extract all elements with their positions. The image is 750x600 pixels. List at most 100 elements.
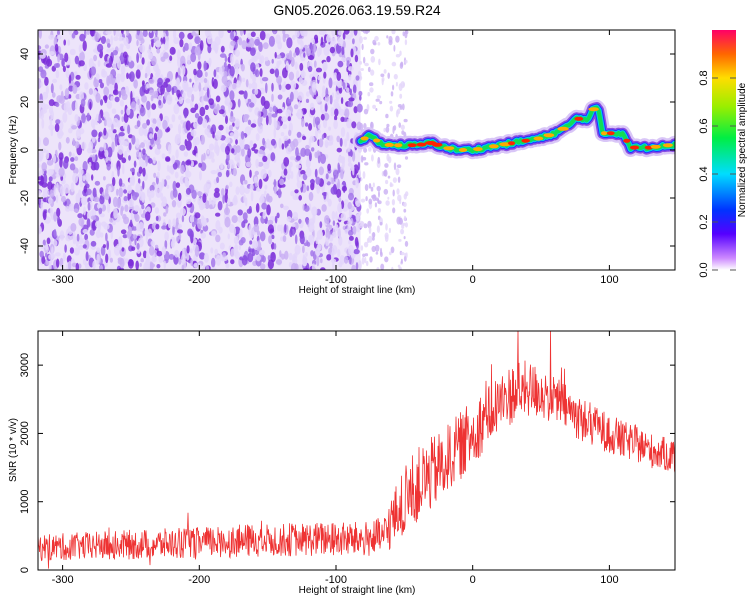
noise-speckle bbox=[117, 120, 121, 128]
noise-speckle bbox=[52, 92, 56, 98]
y-tick-label: 3000 bbox=[19, 353, 31, 377]
noise-speckle bbox=[49, 207, 54, 217]
noise-speckle bbox=[137, 98, 140, 106]
noise-speckle bbox=[315, 37, 318, 43]
noise-speckle bbox=[104, 149, 109, 158]
noise-speckle bbox=[95, 220, 102, 228]
noise-speckle bbox=[243, 144, 250, 150]
noise-speckle bbox=[300, 169, 306, 176]
noise-speckle bbox=[269, 68, 275, 75]
noise-speckle bbox=[88, 162, 92, 167]
noise-speckle bbox=[166, 94, 173, 105]
noise-speckle bbox=[79, 33, 86, 42]
noise-speckle bbox=[369, 87, 374, 93]
noise-speckle bbox=[250, 47, 256, 56]
noise-speckle bbox=[55, 194, 59, 204]
noise-speckle bbox=[116, 188, 119, 196]
noise-speckle bbox=[224, 137, 231, 144]
noise-speckle bbox=[370, 69, 375, 76]
noise-speckle bbox=[327, 198, 332, 207]
noise-speckle bbox=[139, 106, 146, 117]
noise-speckle bbox=[347, 100, 354, 108]
noise-speckle bbox=[328, 126, 331, 131]
signal-peak bbox=[601, 131, 608, 136]
noise-speckle bbox=[290, 56, 295, 67]
noise-speckle bbox=[400, 124, 405, 130]
noise-speckle bbox=[306, 241, 311, 247]
noise-speckle bbox=[352, 92, 357, 100]
noise-speckle bbox=[386, 35, 389, 39]
noise-speckle bbox=[84, 233, 88, 241]
noise-speckle bbox=[108, 73, 114, 85]
noise-speckle bbox=[38, 45, 42, 51]
noise-speckle bbox=[376, 267, 380, 270]
noise-speckle bbox=[342, 82, 346, 90]
snr-plot-area bbox=[38, 331, 675, 569]
noise-speckle bbox=[230, 31, 235, 40]
noise-speckle bbox=[283, 168, 288, 176]
noise-speckle bbox=[321, 91, 326, 99]
noise-speckle bbox=[262, 137, 266, 146]
noise-speckle bbox=[338, 155, 342, 163]
noise-speckle bbox=[213, 191, 220, 198]
noise-speckle bbox=[243, 30, 246, 35]
noise-speckle bbox=[349, 254, 352, 265]
noise-speckle bbox=[403, 215, 407, 221]
noise-speckle bbox=[228, 104, 231, 113]
noise-speckle bbox=[79, 51, 85, 62]
noise-speckle bbox=[136, 248, 141, 254]
noise-speckle bbox=[187, 228, 193, 237]
noise-speckle bbox=[289, 161, 293, 168]
colorbar-tick-label: 0.6 bbox=[698, 118, 710, 133]
noise-speckle bbox=[136, 39, 139, 47]
noise-speckle bbox=[158, 255, 164, 263]
noise-speckle bbox=[146, 83, 150, 89]
noise-speckle bbox=[100, 36, 106, 44]
signal-peak bbox=[650, 144, 661, 149]
noise-speckle bbox=[178, 257, 182, 265]
noise-speckle bbox=[190, 107, 197, 114]
noise-speckle bbox=[172, 225, 175, 236]
noise-speckle bbox=[389, 182, 392, 188]
noise-speckle bbox=[172, 30, 177, 40]
noise-speckle bbox=[118, 32, 123, 42]
noise-speckle bbox=[263, 100, 270, 110]
noise-speckle bbox=[344, 108, 350, 118]
noise-speckle bbox=[133, 79, 138, 89]
spectrogram-plot-area bbox=[38, 30, 675, 270]
noise-speckle bbox=[55, 102, 60, 108]
noise-speckle bbox=[161, 246, 167, 256]
noise-speckle bbox=[85, 188, 92, 196]
noise-speckle bbox=[395, 35, 400, 43]
noise-speckle bbox=[305, 144, 310, 150]
noise-speckle bbox=[305, 158, 311, 169]
noise-speckle bbox=[250, 62, 256, 73]
signal-peak bbox=[407, 143, 417, 148]
noise-speckle bbox=[348, 97, 355, 102]
noise-speckle bbox=[161, 225, 167, 230]
noise-speckle bbox=[309, 179, 315, 184]
noise-speckle bbox=[224, 55, 228, 63]
noise-speckle bbox=[149, 133, 153, 140]
noise-speckle bbox=[209, 204, 213, 210]
noise-speckle bbox=[249, 140, 254, 149]
noise-speckle bbox=[173, 37, 180, 45]
noise-speckle bbox=[121, 93, 128, 101]
signal-peak bbox=[488, 144, 499, 149]
noise-speckle bbox=[358, 169, 361, 179]
noise-speckle bbox=[143, 139, 147, 144]
noise-speckle bbox=[371, 245, 376, 253]
noise-speckle bbox=[143, 262, 148, 270]
noise-speckle bbox=[292, 253, 296, 264]
noise-speckle bbox=[59, 84, 63, 91]
noise-speckle bbox=[156, 143, 162, 150]
noise-speckle bbox=[316, 243, 322, 251]
noise-speckle bbox=[105, 30, 112, 35]
noise-speckle bbox=[298, 218, 302, 224]
noise-speckle bbox=[354, 236, 359, 247]
noise-speckle bbox=[248, 205, 252, 214]
noise-speckle bbox=[392, 177, 397, 184]
noise-speckle bbox=[333, 72, 338, 80]
noise-speckle bbox=[41, 182, 48, 188]
noise-speckle bbox=[57, 30, 60, 36]
